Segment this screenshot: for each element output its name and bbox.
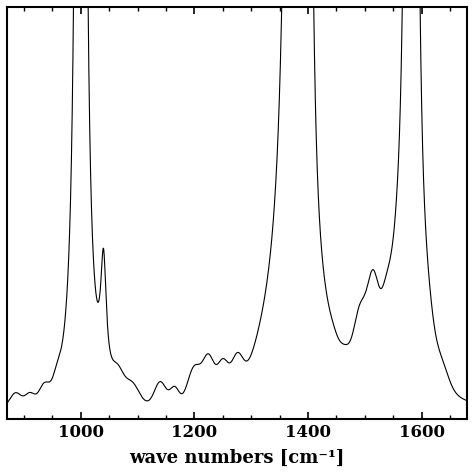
X-axis label: wave numbers [cm⁻¹]: wave numbers [cm⁻¹] <box>129 449 345 467</box>
